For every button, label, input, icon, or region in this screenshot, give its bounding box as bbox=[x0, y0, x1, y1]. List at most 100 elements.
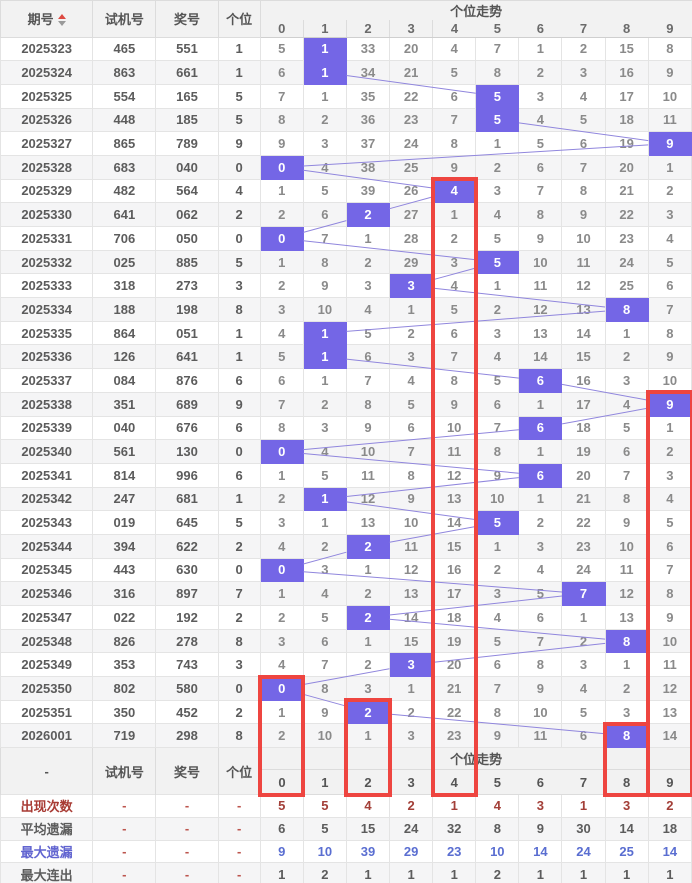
prize-number-cell: 630 bbox=[155, 557, 219, 583]
trend-omission-cell: 8 bbox=[389, 462, 434, 488]
trend-omission-cell: 37 bbox=[345, 131, 391, 156]
units-digit-cell: 0 bbox=[217, 557, 261, 583]
trend-omission-cell: 2 bbox=[259, 486, 304, 512]
trend-omission-cell: 16 bbox=[561, 368, 606, 393]
test-number-cell: 826 bbox=[92, 628, 157, 654]
issue-cell: 2025334 bbox=[0, 297, 94, 322]
trend-omission-cell: 12 bbox=[389, 557, 434, 583]
trend-omission-cell: 23 bbox=[432, 723, 477, 749]
test-number-header: 试机号 bbox=[92, 0, 157, 38]
trend-omission-cell: 11 bbox=[561, 249, 606, 275]
units-digit-cell: 1 bbox=[217, 320, 261, 346]
trend-omission-cell: 8 bbox=[302, 676, 347, 701]
units-digit-cell: 5 bbox=[217, 249, 261, 275]
prize-number-cell: 185 bbox=[155, 107, 219, 133]
hit-cell: 8 bbox=[604, 297, 649, 322]
units-digit-cell: 6 bbox=[217, 415, 261, 441]
digit-header-4: 4 bbox=[432, 20, 476, 38]
trend-omission-cell: 3 bbox=[259, 297, 304, 322]
issue-cell: 2025332 bbox=[0, 249, 94, 275]
trend-omission-cell: 24 bbox=[561, 557, 606, 583]
summary-value-cell: 3 bbox=[604, 794, 649, 818]
issue-cell: 2025324 bbox=[0, 60, 94, 85]
trend-omission-cell: 2 bbox=[345, 249, 391, 275]
trend-omission-cell: 10 bbox=[302, 723, 347, 749]
trend-omission-cell: 22 bbox=[561, 510, 606, 535]
hit-cell: 1 bbox=[302, 344, 347, 370]
repeat-digit-header-7: 7 bbox=[561, 769, 606, 796]
trend-omission-cell: 3 bbox=[475, 320, 520, 346]
repeat-digit-header-0: 0 bbox=[260, 769, 304, 796]
trend-omission-cell: 1 bbox=[345, 628, 391, 654]
draw-rows: 2025323 465 551 1 5 1 33 20 4 7 1 2 15 8 2025324 863 661… bbox=[0, 36, 692, 749]
summary-dash-cell: - bbox=[92, 794, 157, 818]
trend-omission-cell: 5 bbox=[302, 605, 347, 630]
issue-cell: 2025345 bbox=[0, 557, 94, 583]
prize-number-cell: 130 bbox=[155, 439, 219, 464]
trend-omission-cell: 9 bbox=[604, 510, 649, 535]
summary-row: 最大连出 - - -1 2 1 1 1 2 1 1 1 1 bbox=[0, 862, 692, 883]
trend-omission-cell: 4 bbox=[432, 273, 477, 299]
trend-omission-cell: 9 bbox=[518, 676, 563, 701]
trend-omission-cell: 9 bbox=[647, 60, 692, 85]
issue-cell: 2025350 bbox=[0, 676, 94, 701]
summary-label[interactable]: 最大遗漏 bbox=[0, 839, 94, 864]
trend-omission-cell: 8 bbox=[475, 60, 520, 85]
summary-dash-cell: - bbox=[92, 816, 157, 841]
trend-omission-cell: 5 bbox=[259, 36, 304, 62]
table-row: 2025348 826 278 8 3 6 1 15 19 5 7 2 8 10 bbox=[0, 628, 692, 654]
trend-omission-cell: 13 bbox=[345, 510, 391, 535]
trend-omission-cell: 15 bbox=[561, 344, 606, 370]
summary-label: 平均遗漏 bbox=[0, 816, 94, 841]
issue-cell: 2025329 bbox=[0, 178, 94, 204]
issue-cell: 2026001 bbox=[0, 723, 94, 749]
trend-omission-cell: 9 bbox=[647, 344, 692, 370]
issue-cell: 2025333 bbox=[0, 273, 94, 299]
summary-row: 平均遗漏 - - -6 5 15 24 32 8 9 30 14 18 bbox=[0, 816, 692, 841]
trend-omission-cell: 3 bbox=[518, 533, 563, 559]
prize-number-cell: 452 bbox=[155, 699, 219, 725]
trend-omission-cell: 4 bbox=[259, 533, 304, 559]
units-digit-cell: 1 bbox=[217, 36, 261, 62]
units-digit-cell: 2 bbox=[217, 533, 261, 559]
trend-omission-cell: 19 bbox=[561, 439, 606, 464]
trend-omission-cell: 27 bbox=[389, 202, 434, 227]
digit-header-7: 7 bbox=[561, 20, 606, 38]
prize-number-cell: 689 bbox=[155, 391, 219, 417]
trend-omission-cell: 6 bbox=[432, 83, 477, 109]
test-number-cell: 865 bbox=[92, 131, 157, 156]
trend-omission-cell: 2 bbox=[647, 178, 692, 204]
trend-omission-cell: 9 bbox=[432, 391, 477, 417]
units-digit-cell: 0 bbox=[217, 439, 261, 464]
trend-omission-cell: 9 bbox=[259, 131, 304, 156]
trend-omission-cell: 2 bbox=[561, 36, 606, 62]
trend-omission-cell: 9 bbox=[518, 226, 563, 251]
trend-omission-cell: 4 bbox=[259, 652, 304, 678]
summary-value-cell: 2 bbox=[647, 794, 692, 818]
trend-omission-cell: 7 bbox=[259, 83, 304, 109]
issue-column-header[interactable]: 期号 bbox=[0, 0, 94, 38]
trend-omission-cell: 16 bbox=[432, 557, 477, 583]
units-digit-cell: 3 bbox=[217, 273, 261, 299]
trend-omission-cell: 2 bbox=[302, 107, 347, 133]
units-digit-cell: 2 bbox=[217, 202, 261, 227]
units-digit-cell: 4 bbox=[217, 178, 261, 204]
trend-omission-cell: 5 bbox=[475, 226, 520, 251]
trend-omission-cell: 6 bbox=[302, 202, 347, 227]
summary-dash-cell: - bbox=[92, 862, 157, 883]
trend-omission-cell: 5 bbox=[647, 249, 692, 275]
trend-omission-cell: 6 bbox=[432, 320, 477, 346]
repeat-trend-title: 个位走势 bbox=[260, 747, 692, 770]
trend-omission-cell: 2 bbox=[302, 391, 347, 417]
summary-value-cell: 1 bbox=[432, 862, 477, 883]
summary-value-cell: 9 bbox=[518, 816, 563, 841]
summary-label[interactable]: 出现次数 bbox=[0, 794, 94, 818]
hit-cell: 3 bbox=[389, 273, 434, 299]
test-number-cell: 126 bbox=[92, 344, 157, 370]
trend-omission-cell: 6 bbox=[259, 368, 304, 393]
trend-omission-cell: 19 bbox=[604, 131, 649, 156]
summary-value-cell: 14 bbox=[518, 839, 563, 864]
summary-dash-cell: - bbox=[217, 816, 261, 841]
trend-omission-cell: 2 bbox=[518, 510, 563, 535]
